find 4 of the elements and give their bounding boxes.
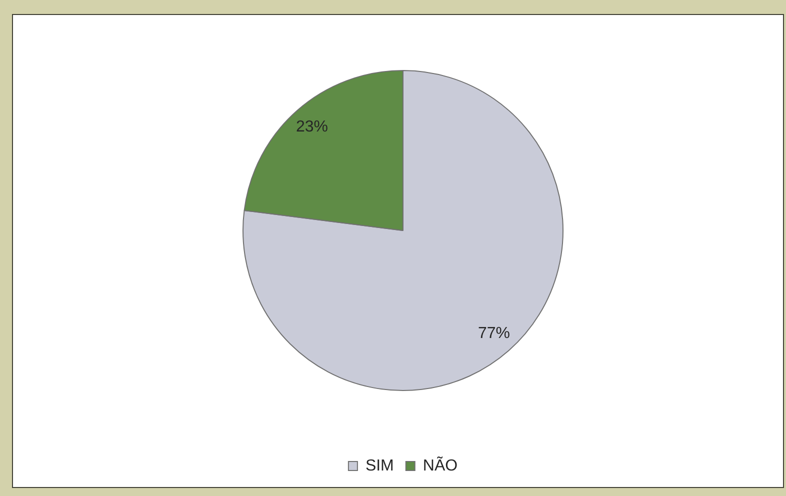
data-label: 23% <box>296 118 328 136</box>
data-label: 77% <box>478 325 510 342</box>
legend-label: NÃO <box>422 455 458 474</box>
legend-label: SIM <box>365 457 394 474</box>
